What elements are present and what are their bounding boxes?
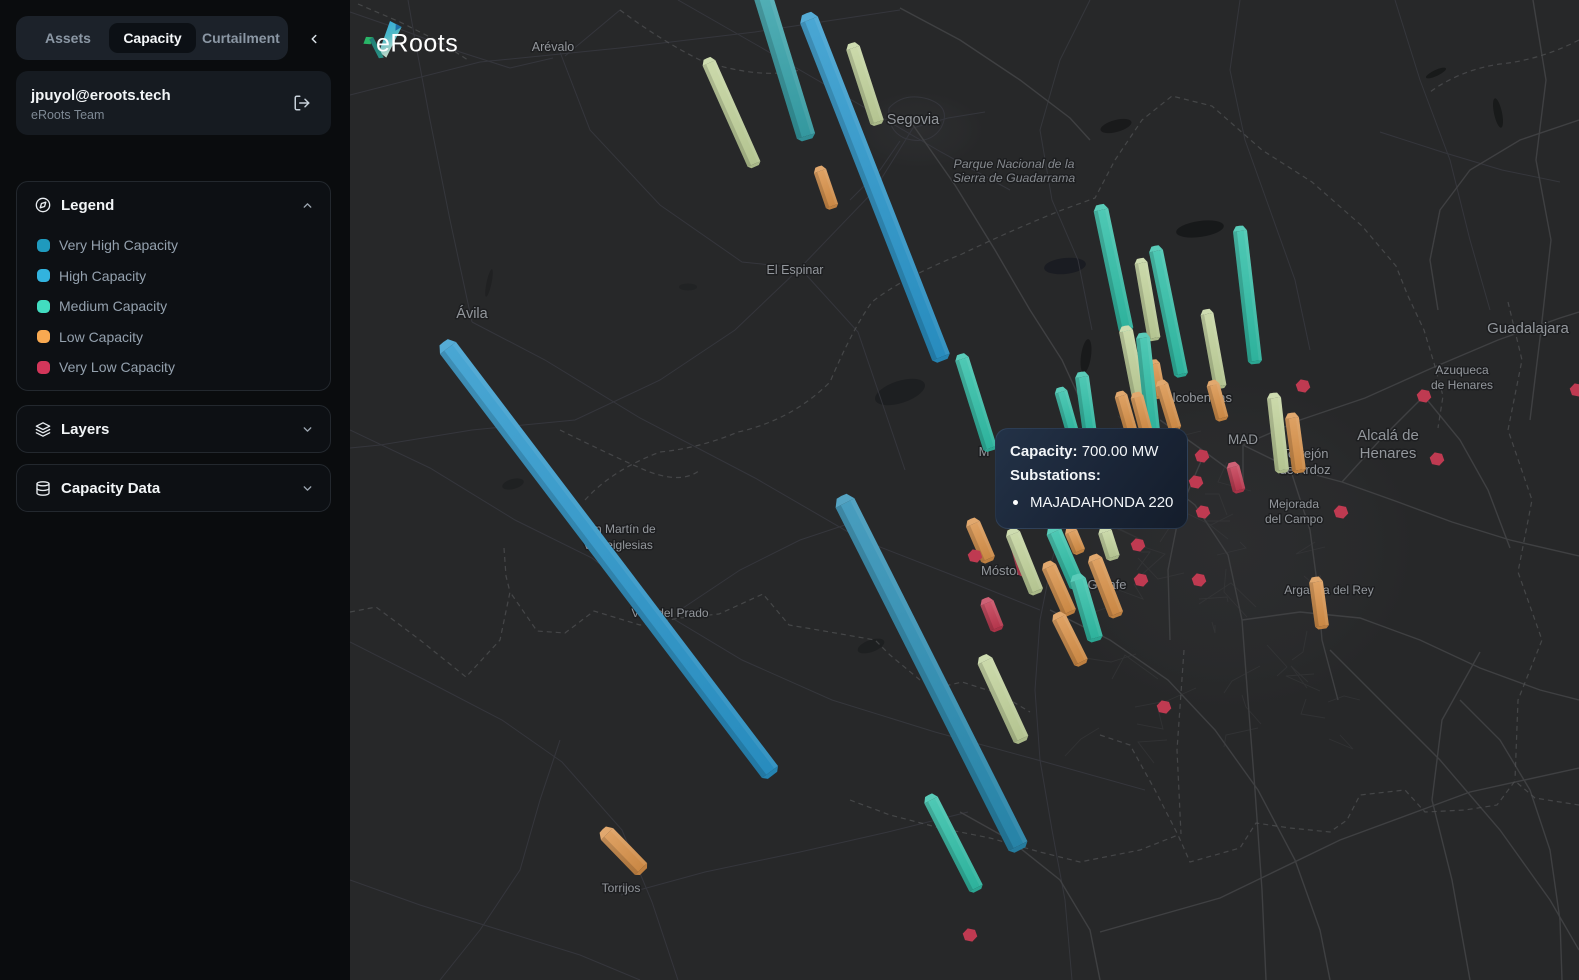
svg-text:Arévalo: Arévalo <box>532 40 574 54</box>
svg-text:de Henares: de Henares <box>1431 378 1493 392</box>
svg-text:del Campo: del Campo <box>1265 512 1323 526</box>
svg-text:Torrijos: Torrijos <box>602 881 641 895</box>
svg-text:Mejorada: Mejorada <box>1269 497 1319 511</box>
svg-text:Guadalajara: Guadalajara <box>1487 320 1569 337</box>
svg-text:MAD: MAD <box>1228 432 1258 447</box>
svg-text:Alcalá de: Alcalá de <box>1357 427 1419 444</box>
svg-text:Sierra de Guadarrama: Sierra de Guadarrama <box>953 171 1076 185</box>
svg-text:Parque Nacional de la: Parque Nacional de la <box>954 157 1075 171</box>
svg-text:Azuqueca: Azuqueca <box>1435 363 1489 377</box>
svg-text:Torrejón: Torrejón <box>1282 446 1329 461</box>
svg-text:Ávila: Ávila <box>456 305 488 322</box>
svg-text:Segovia: Segovia <box>887 112 940 128</box>
svg-text:Henares: Henares <box>1360 445 1417 462</box>
svg-text:El Espinar: El Espinar <box>767 263 824 277</box>
svg-text:Arganda del Rey: Arganda del Rey <box>1284 583 1373 597</box>
svg-text:eRoots: eRoots <box>376 30 458 58</box>
